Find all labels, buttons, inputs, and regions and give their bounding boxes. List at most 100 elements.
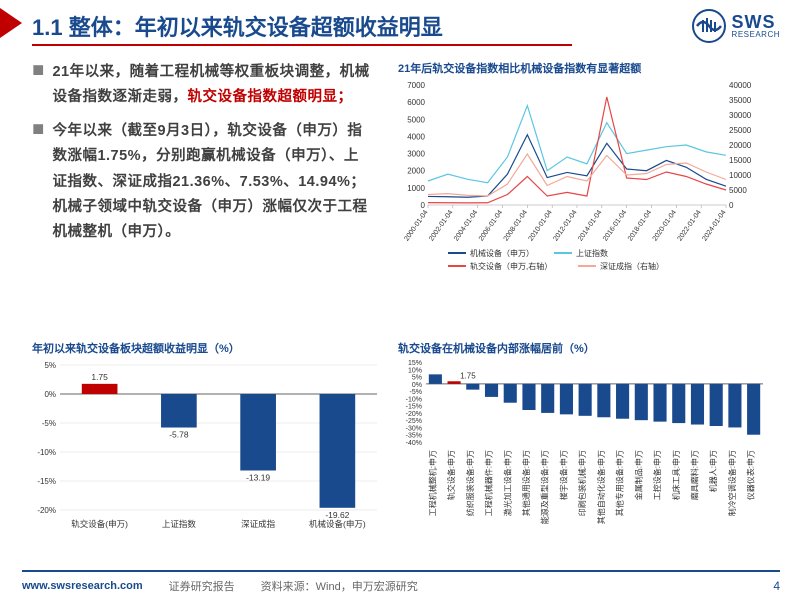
svg-text:仪器仪表:申万: 仪器仪表:申万 [746, 450, 756, 500]
page-title: 1.1 整体：年初以来轨交设备超额收益明显 [32, 10, 443, 42]
svg-text:机床工具:申万: 机床工具:申万 [671, 450, 681, 500]
svg-text:35000: 35000 [729, 96, 752, 105]
svg-text:-40%: -40% [406, 440, 422, 447]
svg-text:3000: 3000 [407, 150, 425, 159]
svg-text:4000: 4000 [407, 132, 425, 141]
svg-text:机械设备(申万): 机械设备(申万) [309, 519, 366, 529]
svg-text:5000: 5000 [407, 115, 425, 124]
svg-text:1000: 1000 [407, 184, 425, 193]
svg-text:磨具磨料:申万: 磨具磨料:申万 [689, 450, 699, 500]
svg-text:-15%: -15% [37, 477, 56, 486]
svg-text:纺织服装设备:申万: 纺织服装设备:申万 [465, 450, 475, 516]
bar-chart-right-block: 轨交设备在机械设备内部涨幅居前（%） -40%-35%-30%-25%-20%-… [398, 340, 768, 535]
svg-text:-20%: -20% [406, 411, 422, 418]
header-triangle [0, 8, 22, 38]
svg-text:2000: 2000 [407, 167, 425, 176]
svg-text:1.75: 1.75 [91, 372, 108, 382]
bullet-marker: ◼ [32, 119, 44, 246]
line-chart: 0100020003000400050006000700005000100001… [398, 80, 758, 280]
footer-source: 资料来源：Wind，申万宏源研究 [261, 578, 418, 594]
svg-text:-5%: -5% [42, 419, 56, 428]
svg-text:-15%: -15% [406, 404, 422, 411]
svg-text:-20%: -20% [37, 506, 56, 515]
svg-text:30000: 30000 [729, 111, 752, 120]
svg-text:其他专用设备:申万: 其他专用设备:申万 [615, 450, 625, 516]
svg-text:2010-01-04: 2010-01-04 [528, 209, 554, 242]
svg-text:5000: 5000 [729, 186, 747, 195]
svg-text:2016-01-04: 2016-01-04 [602, 209, 628, 242]
svg-text:上证指数: 上证指数 [162, 519, 197, 529]
svg-text:15%: 15% [408, 360, 422, 367]
bullet-marker: ◼ [32, 60, 44, 111]
svg-text:1.75: 1.75 [460, 371, 476, 380]
logo-text-main: SWS [732, 13, 780, 31]
svg-text:6000: 6000 [407, 98, 425, 107]
footer-line [22, 570, 780, 572]
svg-text:工程机械器件:申万: 工程机械器件:申万 [484, 450, 494, 516]
svg-text:7000: 7000 [407, 81, 425, 90]
svg-text:5%: 5% [44, 361, 56, 370]
bar-chart-left: -20% -15% -10% -5% 0% 5% 1.75 轨交设备(申万) -5.78 上证指数… [32, 360, 382, 535]
svg-text:2002-01-04: 2002-01-04 [428, 209, 454, 242]
footer-url: www.swsresearch.com [22, 580, 143, 592]
svg-text:楼宇设备:申万: 楼宇设备:申万 [558, 450, 568, 500]
svg-text:-35%: -35% [406, 433, 422, 440]
svg-text:深证成指: 深证成指 [241, 519, 276, 529]
title-underline [32, 44, 572, 46]
svg-text:-10%: -10% [37, 448, 56, 457]
svg-text:-10%: -10% [406, 396, 422, 403]
svg-text:轨交设备（申万,右轴）: 轨交设备（申万,右轴） [470, 261, 552, 271]
svg-text:上证指数: 上证指数 [576, 248, 608, 258]
svg-text:2014-01-04: 2014-01-04 [577, 209, 603, 242]
svg-text:制冷空调设备:申万: 制冷空调设备:申万 [727, 450, 737, 516]
body-text: ◼ 21年以来，随着工程机械等权重板块调整，机械设备指数逐渐走弱，轨交设备指数超… [32, 60, 372, 254]
svg-text:印刷包装机械:申万: 印刷包装机械:申万 [577, 450, 587, 516]
svg-text:-5%: -5% [410, 389, 422, 396]
logo-icon [691, 8, 727, 44]
svg-text:工程机械整机:申万: 工程机械整机:申万 [427, 450, 437, 516]
svg-text:15000: 15000 [729, 156, 752, 165]
svg-text:2012-01-04: 2012-01-04 [552, 209, 578, 242]
svg-text:机械设备（申万）: 机械设备（申万） [470, 248, 534, 258]
svg-text:工控设备:申万: 工控设备:申万 [652, 450, 662, 500]
svg-text:0%: 0% [412, 382, 422, 389]
svg-text:5%: 5% [412, 375, 422, 382]
svg-text:轨交设备(申万): 轨交设备(申万) [71, 519, 128, 529]
svg-text:2022-01-04: 2022-01-04 [677, 209, 703, 242]
svg-text:深证成指（右轴）: 深证成指（右轴） [600, 261, 664, 271]
svg-text:10000: 10000 [729, 171, 752, 180]
svg-text:0: 0 [729, 201, 734, 210]
svg-text:金属制品:申万: 金属制品:申万 [633, 450, 643, 500]
svg-text:激光加工设备:申万: 激光加工设备:申万 [502, 450, 512, 516]
svg-text:2006-01-04: 2006-01-04 [478, 209, 504, 242]
bullet-text-1: 21年以来，随着工程机械等权重板块调整，机械设备指数逐渐走弱，轨交设备指数超额明… [52, 60, 372, 111]
svg-text:其他自动化设备:申万: 其他自动化设备:申万 [596, 450, 606, 524]
svg-text:2008-01-04: 2008-01-04 [503, 209, 529, 242]
line-chart-block: 21年后轨交设备指数相比机械设备指数有显著超额 0 1000 2000 3000 400… [398, 60, 768, 280]
svg-text:轨交设备:申万: 轨交设备:申万 [446, 450, 456, 500]
svg-text:能源及重型设备:申万: 能源及重型设备:申万 [540, 450, 550, 524]
svg-text:-25%: -25% [406, 418, 422, 425]
svg-text:机器人:申万: 机器人:申万 [708, 450, 718, 492]
svg-text:-5.78: -5.78 [169, 430, 189, 440]
bullet-text-2: 今年以来（截至9月3日），轨交设备（申万）指数涨幅1.75%，分别跑赢机械设备（… [52, 119, 372, 246]
svg-text:2004-01-04: 2004-01-04 [453, 209, 479, 242]
svg-text:2024-01-04: 2024-01-04 [701, 209, 727, 242]
bar-chart-left-title: 年初以来轨交设备板块超额收益明显（%） [32, 340, 382, 356]
svg-text:2000-01-04: 2000-01-04 [403, 209, 429, 242]
svg-text:40000: 40000 [729, 81, 752, 90]
footer-report-label: 证券研究报告 [169, 578, 235, 594]
svg-text:其他通用设备:申万: 其他通用设备:申万 [521, 450, 531, 516]
bar-chart-right-title: 轨交设备在机械设备内部涨幅居前（%） [398, 340, 768, 356]
svg-text:0%: 0% [44, 390, 56, 399]
bar-chart-left-block: 年初以来轨交设备板块超额收益明显（%） -20% -15% -10% -5% 0% 5% 1… [32, 340, 382, 535]
svg-text:2020-01-04: 2020-01-04 [652, 209, 678, 242]
svg-text:2018-01-04: 2018-01-04 [627, 209, 653, 242]
logo: SWS RESEARCH [691, 8, 780, 44]
svg-text:25000: 25000 [729, 126, 752, 135]
footer: www.swsresearch.com 证券研究报告 资料来源：Wind，申万宏… [0, 570, 802, 602]
svg-text:20000: 20000 [729, 141, 752, 150]
line-chart-title: 21年后轨交设备指数相比机械设备指数有显著超额 [398, 60, 768, 76]
logo-text-sub: RESEARCH [732, 31, 780, 39]
svg-text:-13.19: -13.19 [246, 473, 270, 483]
